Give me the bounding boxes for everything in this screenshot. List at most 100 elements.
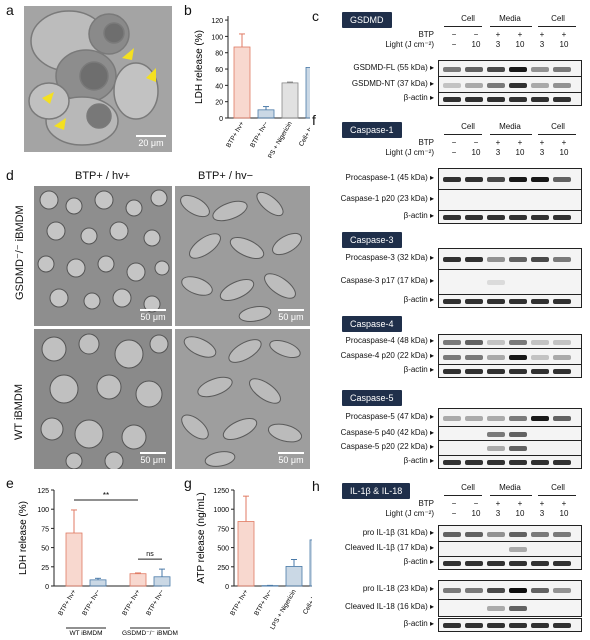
lane-group-label: Cell — [551, 14, 565, 23]
light-value: − — [451, 40, 457, 49]
group-line — [538, 134, 576, 135]
bar — [281, 82, 299, 119]
blot-band — [465, 214, 483, 220]
blot-band — [531, 622, 549, 628]
blot-band — [509, 605, 527, 611]
blot-band — [553, 560, 571, 566]
blot-band — [487, 339, 505, 345]
btp-value: + — [495, 138, 501, 147]
panel-label-f: f — [312, 112, 316, 128]
blot-row-label: Cleaved IL-18 (16 kDa) ▸ — [345, 602, 434, 611]
x-tick-label: Cell+ hv+ — [302, 588, 312, 615]
blot-band — [487, 445, 505, 451]
btp-value: − — [451, 138, 457, 147]
blot-band — [553, 622, 571, 628]
blot-strip — [438, 294, 582, 308]
blot-strip — [438, 408, 582, 428]
blot-row-label: β-actin ▸ — [403, 365, 434, 374]
blot-band — [465, 354, 483, 360]
panel-label-c: c — [312, 8, 319, 24]
blot-band — [509, 546, 527, 552]
light-value: 10 — [471, 148, 481, 157]
blot-band — [553, 354, 571, 360]
blot-band — [509, 214, 527, 220]
blot-band — [443, 66, 461, 72]
y-tick-label: 60 — [215, 67, 223, 74]
blot-band — [487, 587, 505, 593]
blot-band — [465, 459, 483, 465]
y-tick-label: 125 — [37, 488, 49, 495]
bar — [65, 532, 83, 587]
y-axis-label: LDH release (%) — [194, 30, 205, 104]
bar — [285, 566, 303, 587]
light-value: 10 — [559, 40, 569, 49]
sig-label: ** — [103, 491, 109, 500]
blot-band — [553, 96, 571, 102]
blot-strip — [438, 269, 582, 295]
blot-band — [487, 459, 505, 465]
blot-band — [443, 354, 461, 360]
blot-band — [553, 256, 571, 262]
blot-band — [509, 82, 527, 88]
light-value: − — [451, 509, 457, 518]
y-tick-label: 100 — [211, 34, 223, 41]
blot-band — [509, 431, 527, 437]
blot-band — [531, 96, 549, 102]
light-value: 3 — [495, 40, 501, 49]
x-tick-label: BTP+ hv+ — [225, 120, 246, 149]
blot-band — [487, 622, 505, 628]
group-line — [538, 26, 576, 27]
d-row-title-2: WT iBMDM — [13, 383, 25, 440]
y-tick-label: 0 — [225, 584, 229, 591]
chart-g: 0 250 500 750 1000 1250 ATP release (ng/mL) BTP… — [196, 488, 312, 631]
chart-b: 0 20 40 60 80 100 120 LDH release (%) BTP+ hv+ BT… — [194, 16, 310, 158]
blot-band — [487, 415, 505, 421]
btp-value: + — [539, 30, 545, 39]
blot-band — [487, 66, 505, 72]
panel-c-tag: GSDMD — [342, 12, 392, 28]
y-axis-label: LDH release (%) — [18, 501, 29, 575]
blot-band — [487, 298, 505, 304]
y-tick-label: 0 — [45, 584, 49, 591]
blot-strip — [438, 455, 582, 469]
blot-band — [553, 531, 571, 537]
lane-group-label: Cell — [461, 14, 475, 23]
btp-value: + — [517, 138, 523, 147]
blot-strip — [438, 599, 582, 617]
micrograph-d-wt-hvneg: 50 μm — [175, 329, 310, 469]
bar — [129, 573, 147, 587]
blot-band — [553, 176, 571, 182]
blot-band — [509, 176, 527, 182]
light-value: 10 — [559, 509, 569, 518]
blot-band — [509, 459, 527, 465]
blot-row-label: GSDMD-FL (55 kDa) ▸ — [353, 63, 434, 72]
blot-band — [531, 354, 549, 360]
blot-band — [465, 96, 483, 102]
blot-band — [465, 339, 483, 345]
micrograph-d-wt-hvpos: 50 μm — [34, 329, 172, 469]
blot-strip — [438, 168, 582, 190]
blot-band — [553, 298, 571, 304]
blot-row-label: β-actin ▸ — [403, 557, 434, 566]
blot-band — [531, 415, 549, 421]
blot-strip — [438, 618, 582, 632]
blot-row-label: Cleaved IL-1β (17 kDa) ▸ — [344, 543, 434, 552]
panel-label-b: b — [184, 2, 192, 18]
btp-value: + — [517, 30, 523, 39]
sig-label: ns — [146, 551, 154, 558]
d-row-title-1: GSDMD⁻/⁻ iBMDM — [14, 205, 26, 300]
btp-value: + — [495, 30, 501, 39]
blot-band — [443, 176, 461, 182]
blot-band — [509, 622, 527, 628]
blot-band — [509, 96, 527, 102]
blot-band — [553, 66, 571, 72]
blot-row-label: Caspase-3 p17 (17 kDa) ▸ — [340, 276, 434, 285]
panel-h-tag: IL-1β & IL-18 — [342, 483, 411, 499]
blot-band — [531, 560, 549, 566]
blot-row-label: Procaspase-5 (47 kDa) ▸ — [345, 412, 435, 421]
panel-label-g: g — [184, 475, 192, 491]
panel-label-a: a — [6, 2, 14, 18]
panel-f-tag-1: Caspase-1 — [342, 122, 402, 138]
blot-band — [531, 368, 549, 374]
